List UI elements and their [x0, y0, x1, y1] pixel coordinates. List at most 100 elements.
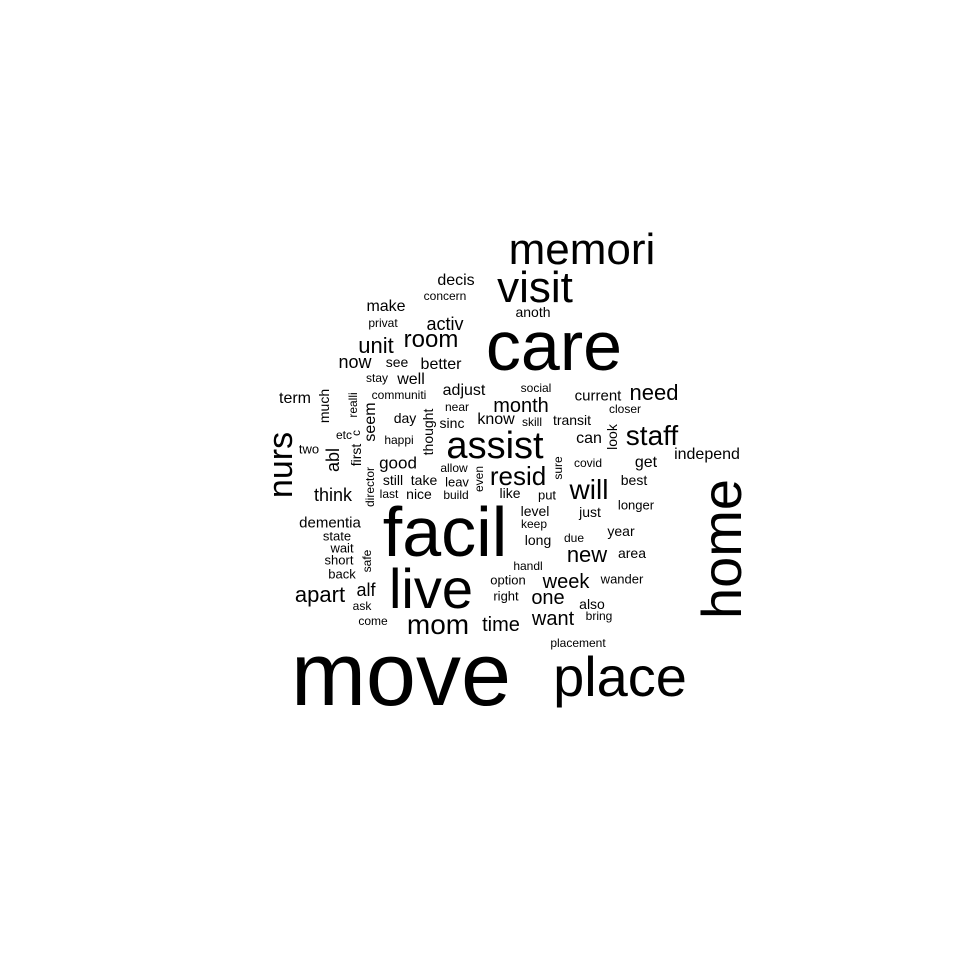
word-communiti: communiti	[371, 388, 427, 402]
word-visit: visit	[497, 263, 573, 312]
word-privat: privat	[368, 316, 398, 330]
word-skill: skill	[522, 415, 542, 429]
word-month: month	[493, 395, 549, 417]
word-much: much	[316, 388, 332, 424]
word-director: director	[363, 466, 377, 508]
word-etc: etc	[335, 428, 353, 442]
word-resid: resid	[489, 461, 547, 491]
word-see: see	[385, 354, 409, 370]
word-want: want	[531, 608, 575, 630]
word-home: home	[690, 478, 753, 620]
word-day: day	[393, 410, 417, 426]
word-keep: keep	[520, 517, 548, 531]
word-build: build	[443, 488, 469, 502]
word-one: one	[531, 587, 565, 609]
word-look: look	[604, 424, 620, 450]
word-place: place	[553, 645, 687, 708]
word-thought: thought	[420, 408, 436, 456]
word-short: short	[324, 552, 354, 568]
word-area: area	[617, 545, 647, 561]
word-time: time	[482, 614, 520, 636]
word-take: take	[410, 472, 438, 488]
word-realli: realli	[346, 392, 360, 418]
word-c: c	[349, 430, 363, 436]
word-know: know	[477, 411, 515, 428]
word-right: right	[493, 588, 519, 604]
word-current: current	[574, 387, 622, 405]
word-can: can	[576, 430, 602, 447]
word-year: year	[607, 523, 635, 539]
word-staff: staff	[625, 420, 679, 451]
word-dementia: dementia	[299, 514, 361, 532]
word-option: option	[490, 572, 526, 588]
word-transit: transit	[552, 412, 592, 428]
word-still: still	[382, 472, 404, 488]
word-independ: independ	[674, 446, 740, 463]
word-concern: concern	[423, 289, 467, 303]
word-sinc: sinc	[439, 415, 465, 431]
word-facil: facil	[382, 493, 508, 571]
word-alf: alf	[356, 580, 376, 600]
word-unit: unit	[358, 333, 394, 358]
word-well: well	[397, 371, 425, 388]
word-even: even	[472, 465, 486, 493]
word-adjust: adjust	[442, 382, 486, 399]
word-nice: nice	[406, 486, 432, 502]
word-now: now	[338, 352, 372, 372]
word-ask: ask	[352, 599, 372, 613]
word-get: get	[634, 454, 658, 471]
word-seem: seem	[362, 402, 379, 442]
word-wait: wait	[330, 540, 354, 556]
word-placement: placement	[550, 636, 606, 650]
word-long: long	[524, 532, 552, 548]
word-assist: assist	[446, 425, 544, 467]
word-safe: safe	[360, 549, 374, 573]
word-apart: apart	[294, 582, 346, 607]
word-decis: decis	[437, 272, 475, 289]
word-will: will	[569, 474, 609, 505]
word-memori: memori	[508, 225, 656, 274]
word-last: last	[379, 487, 399, 501]
word-back: back	[328, 566, 356, 582]
word-care: care	[485, 307, 623, 385]
word-make: make	[366, 298, 406, 315]
word-good: good	[379, 453, 417, 473]
word-put: put	[537, 487, 557, 503]
word-longer: longer	[617, 497, 655, 513]
word-just: just	[579, 504, 601, 520]
word-like: like	[499, 485, 521, 501]
word-stay: stay	[365, 371, 389, 385]
word-state: state	[322, 528, 352, 544]
word-leav: leav	[445, 474, 469, 490]
word-handl: handl	[513, 559, 543, 573]
word-think: think	[313, 485, 353, 505]
word-near: near	[444, 400, 470, 414]
word-sure: sure	[551, 456, 565, 480]
word-anoth: anoth	[515, 304, 551, 320]
word-room: room	[403, 326, 459, 353]
word-better: better	[420, 356, 462, 373]
word-term: term	[279, 390, 311, 407]
word-new: new	[566, 542, 608, 567]
word-mom: mom	[406, 609, 470, 640]
word-happi: happi	[384, 433, 414, 447]
word-closer: closer	[608, 402, 642, 416]
word-wander: wander	[600, 571, 644, 587]
word-due: due	[563, 531, 585, 545]
word-nurs: nurs	[262, 431, 300, 499]
word-social: social	[520, 381, 552, 395]
word-live: live	[388, 557, 474, 620]
word-two: two	[298, 441, 320, 457]
word-move: move	[290, 625, 512, 725]
word-need: need	[629, 380, 679, 405]
word-level: level	[520, 503, 550, 519]
word-also: also	[579, 596, 605, 612]
word-come: come	[358, 614, 388, 628]
word-best: best	[620, 472, 648, 488]
word-bring: bring	[585, 609, 613, 623]
word-first: first	[348, 443, 364, 467]
word-allow: allow	[440, 461, 468, 475]
word-week: week	[542, 571, 590, 593]
word-activ: activ	[426, 314, 464, 334]
